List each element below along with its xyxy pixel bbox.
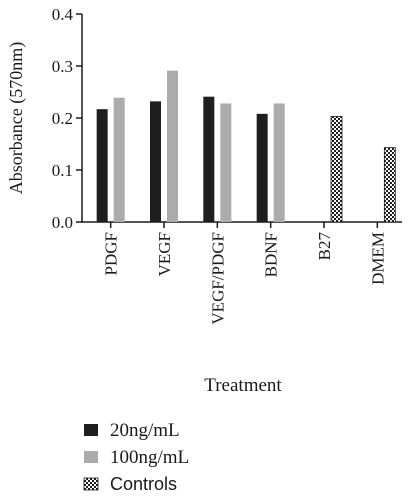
x-tick-label: BDNF (262, 232, 281, 277)
bar-b27-2 (330, 116, 343, 223)
y-tick-label: 0.0 (52, 213, 73, 232)
y-tick-label: 0.1 (52, 161, 73, 180)
y-tick-label: 0.4 (52, 5, 74, 24)
legend-swatch (83, 477, 99, 491)
bar-vegf-1 (167, 70, 178, 223)
legend-swatch (84, 424, 98, 436)
x-axis-label: Treatment (204, 375, 282, 396)
bar-vegf-pdgf-1 (220, 103, 232, 222)
bar-bdnf-0 (256, 113, 268, 222)
y-axis-label: Absorbance (570nm) (6, 42, 27, 194)
legend-label: 20ng/mL (110, 420, 180, 441)
bar-vegf-pdgf-0 (203, 96, 215, 222)
x-tick-label: PDGF (102, 232, 121, 275)
bar-bdnf-1 (273, 103, 285, 222)
x-tick-label: DMEM (368, 232, 387, 285)
bar-pdgf-0 (96, 109, 108, 222)
bar-pdgf-1 (113, 97, 125, 222)
x-tick-label: VEGF (155, 232, 174, 276)
x-tick-label: B27 (315, 232, 334, 261)
x-tick-label: VEGF/PDGF (208, 232, 227, 325)
legend-swatch (84, 451, 98, 463)
legend-label: 100ng/mL (110, 447, 189, 468)
bar-vegf-0 (150, 101, 161, 222)
legend: 20ng/mL 100ng/mL Controls (83, 420, 189, 494)
y-tick-label: 0.3 (52, 57, 73, 76)
bar-dmem-2 (383, 147, 396, 223)
legend-label: Controls (110, 474, 177, 494)
y-tick-label: 0.2 (52, 109, 73, 128)
